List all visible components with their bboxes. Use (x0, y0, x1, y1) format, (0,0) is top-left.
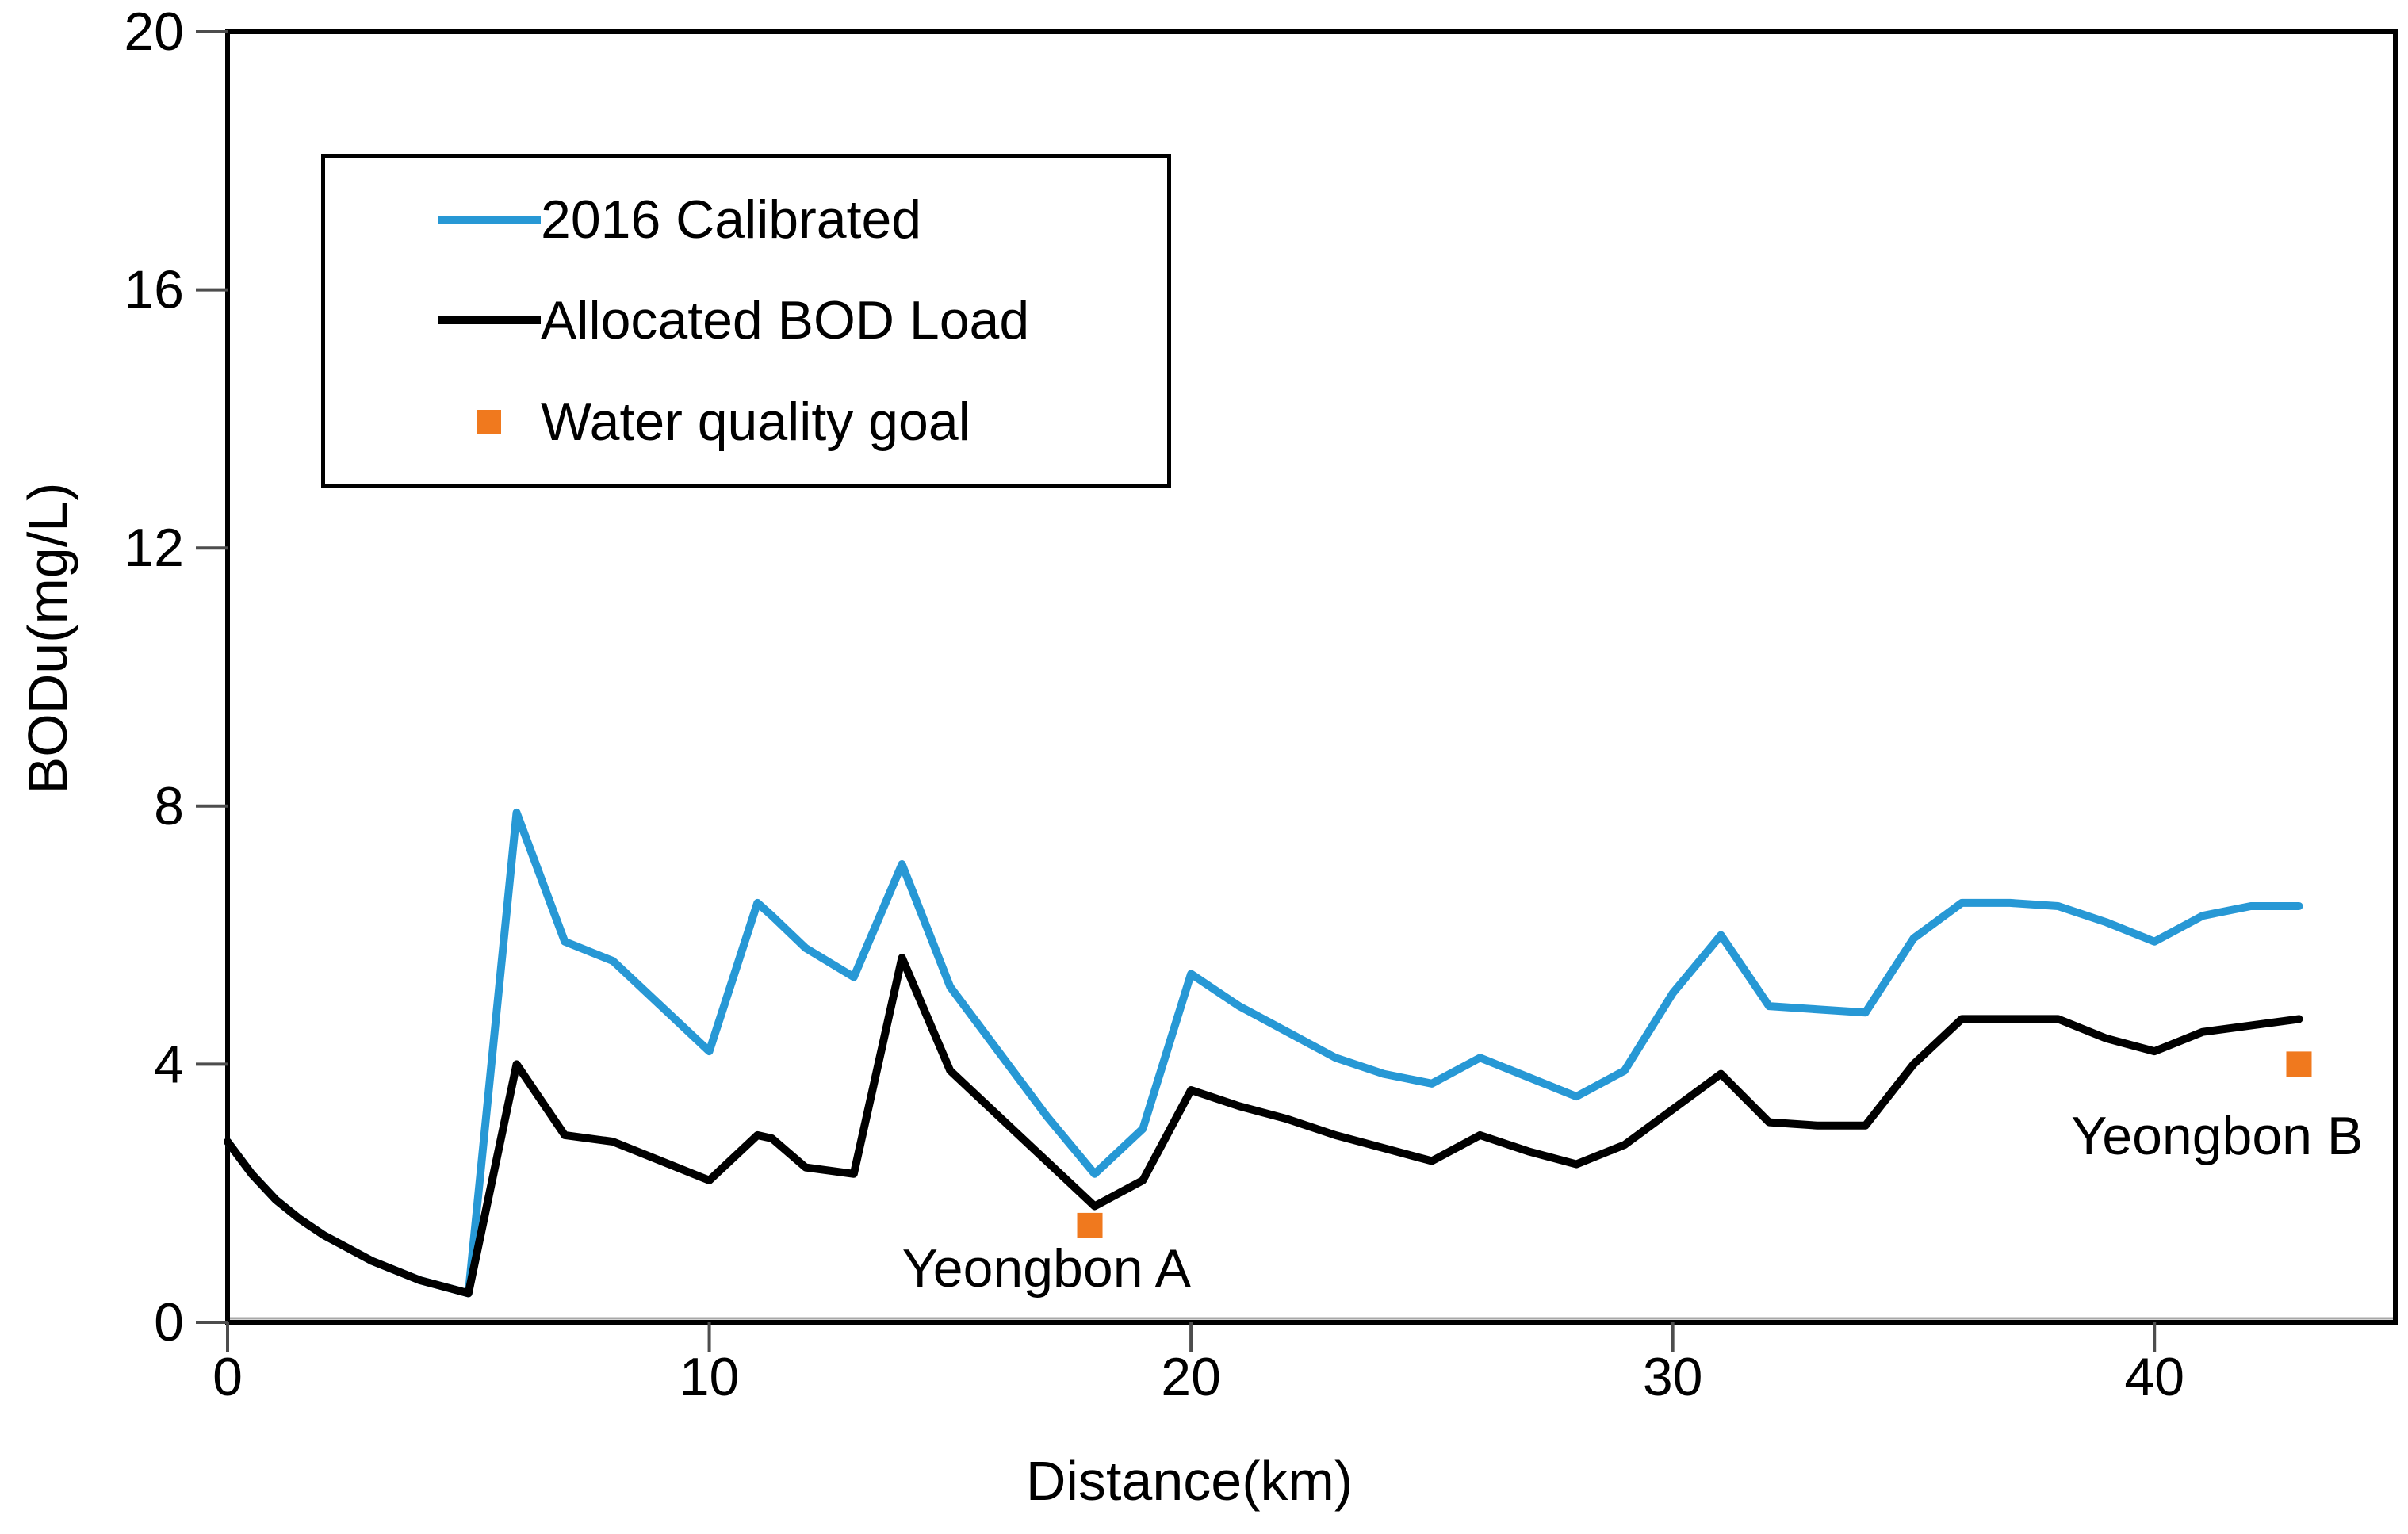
y-tick-label: 16 (124, 260, 184, 320)
legend-item-label: Water quality goal (541, 392, 970, 453)
line-allocated-bod-load (224, 954, 2303, 1298)
x-tick-label: 30 (1643, 1347, 1703, 1407)
y-tick-label: 20 (124, 2, 184, 62)
x-tick-label: 0 (212, 1347, 243, 1407)
legend-line-swatch (438, 316, 541, 325)
line-icon (438, 316, 541, 325)
y-tick-label: 0 (154, 1292, 184, 1352)
square-icon (477, 410, 501, 434)
legend-item-water-quality-goal: Water quality goal (325, 391, 1167, 453)
annotation-yeongbon-a: Yeongbon A (902, 1238, 1192, 1299)
legend-item-label: Allocated BOD Load (541, 290, 1030, 351)
y-tick-label: 12 (124, 518, 184, 578)
legend-square-swatch (438, 410, 541, 434)
legend-item-label: 2016 Calibrated (541, 189, 922, 250)
line-icon (438, 215, 541, 224)
water-quality-goal-marker (2286, 1051, 2312, 1077)
line-2016-calibrated (224, 808, 2303, 1298)
legend: 2016 Calibrated Allocated BOD Load Water q… (321, 154, 1171, 488)
legend-line-swatch (438, 215, 541, 224)
y-axis-title: BODu(mg/L) (17, 482, 78, 794)
x-axis-title: Distance(km) (1025, 1450, 1353, 1512)
plot-frame (225, 29, 2398, 1325)
x-tick-label: 40 (2124, 1347, 2184, 1407)
legend-item-allocated-bod-load: Allocated BOD Load (325, 289, 1167, 351)
water-quality-goal-marker (1077, 1212, 1103, 1238)
y-tick-label: 4 (154, 1034, 184, 1094)
y-tick-label: 8 (154, 776, 184, 836)
annotation-yeongbon-b: Yeongbon B (2071, 1106, 2363, 1166)
x-tick-label: 10 (680, 1347, 740, 1407)
legend-item-2016-calibrated: 2016 Calibrated (325, 189, 1167, 251)
x-tick-label: 20 (1161, 1347, 1221, 1407)
